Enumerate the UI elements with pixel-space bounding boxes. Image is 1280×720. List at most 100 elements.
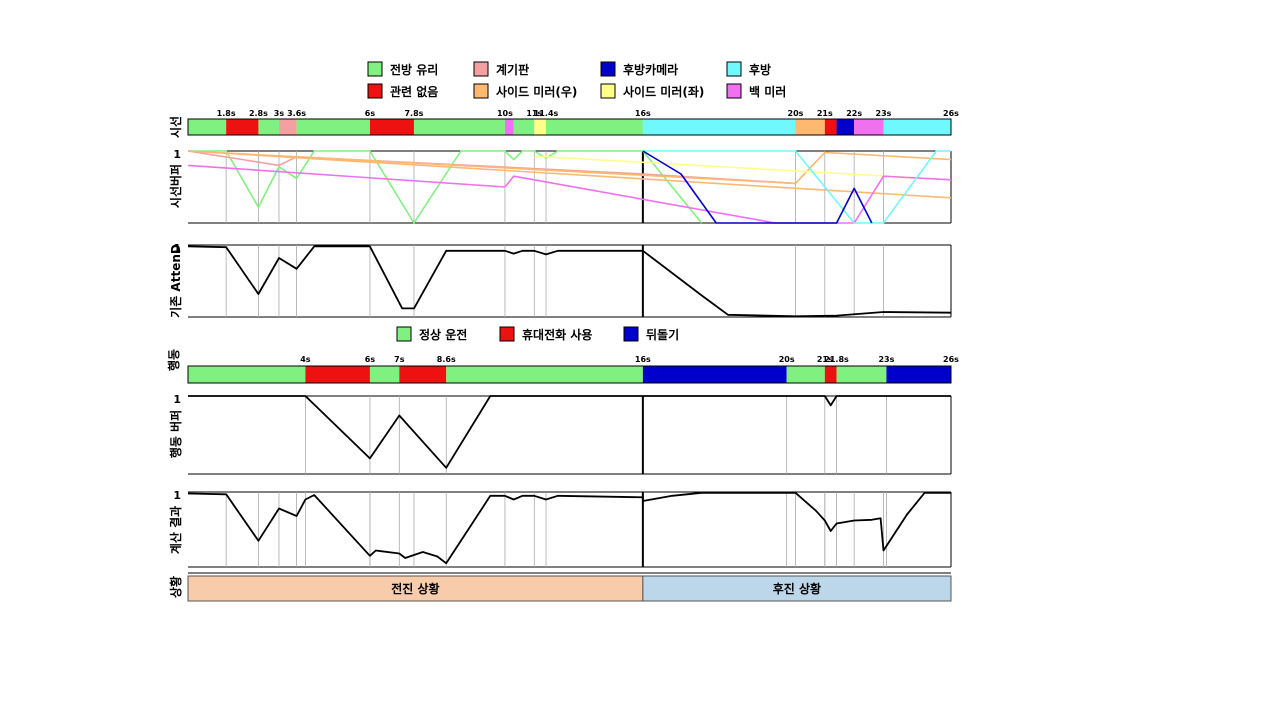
time-tick-label: 7.8s — [404, 109, 423, 118]
gaze-legend-label: 사이드 미러(좌) — [623, 84, 704, 99]
time-tick-label: 26s — [943, 355, 959, 364]
time-tick-label: 20s — [788, 109, 804, 118]
gaze-buffer-line — [187, 150, 952, 185]
segment — [296, 119, 370, 135]
segment — [836, 366, 887, 383]
segment — [278, 119, 297, 135]
situation-label: 전진 상황 — [391, 581, 439, 596]
time-tick-label: 22s — [846, 109, 862, 118]
time-tick-label: 23s — [878, 355, 894, 364]
segment — [513, 119, 535, 135]
situation-label: 후진 상황 — [773, 581, 821, 596]
gaze-buffer-line — [187, 150, 952, 199]
value-one-label: 1 — [173, 489, 181, 502]
behavior-legend-swatch — [623, 326, 639, 342]
value-one-label: 1 — [173, 242, 181, 255]
row-frame — [187, 118, 952, 136]
gaze-buffer-line — [188, 150, 703, 224]
segment — [369, 366, 400, 383]
segment — [546, 119, 643, 135]
segment — [824, 366, 837, 383]
segment — [786, 366, 825, 383]
behavior-legend-label: 정상 운전 — [419, 327, 467, 342]
result-panel: 1 — [173, 489, 952, 568]
segment — [413, 119, 505, 135]
time-tick-label: 7s — [394, 355, 405, 364]
segment — [883, 119, 951, 135]
time-tick-label: 4s — [300, 355, 311, 364]
gaze-legend-swatch — [367, 61, 383, 77]
gaze-legend-label: 후방카메라 — [623, 62, 678, 77]
gaze-legend-label: 전방 유리 — [390, 62, 438, 77]
time-tick-label: 6s — [365, 109, 376, 118]
time-tick-label: 21.8s — [824, 355, 849, 364]
time-tick-label: 20s — [779, 355, 795, 364]
time-tick-label: 21s — [817, 109, 833, 118]
segment — [226, 119, 259, 135]
segment — [188, 119, 227, 135]
time-tick-label: 11.4s — [534, 109, 559, 118]
behavior-legend: 정상 운전 휴대전화 사용 뒤돌기 — [396, 326, 679, 342]
segment — [305, 366, 370, 383]
segment — [642, 119, 796, 135]
behavior-legend-swatch — [396, 326, 412, 342]
time-tick-label: 8.6s — [437, 355, 456, 364]
gaze-legend-swatch — [600, 83, 616, 99]
situation-block — [642, 575, 952, 602]
time-tick-label: 3s — [274, 109, 285, 118]
value-one-label: 1 — [173, 148, 181, 161]
gaze-legend-swatch — [367, 83, 383, 99]
segment — [399, 366, 447, 383]
behavior-buffer-row-label: 행동 버퍼 — [168, 410, 183, 458]
result-line — [187, 491, 951, 565]
attend-line — [187, 245, 952, 318]
gaze-legend-swatch — [473, 61, 489, 77]
gaze-legend-label: 관련 없음 — [390, 84, 438, 99]
gaze-legend-swatch — [473, 83, 489, 99]
gaze-legend-label: 후방 — [749, 62, 771, 77]
gaze-legend-swatch — [600, 61, 616, 77]
time-tick-label: 21s — [817, 355, 833, 364]
gaze-buffer-line — [534, 156, 952, 181]
gaze-buffer-line — [642, 150, 873, 224]
behavior-legend-label: 뒤돌기 — [646, 327, 679, 342]
time-tick-label: 2.8s — [249, 109, 268, 118]
segment — [534, 119, 547, 135]
time-tick-label: 26s — [943, 109, 959, 118]
behavior-legend-label: 휴대전화 사용 — [522, 327, 592, 342]
behavior-buffer-line — [188, 395, 951, 469]
time-tick-label: 11s — [526, 109, 542, 118]
attend-row-label: 기존 AttenD — [168, 244, 183, 318]
time-tick-label: 16s — [635, 355, 651, 364]
time-tick-label: 10s — [497, 109, 513, 118]
gaze-legend-label: 사이드 미러(우) — [496, 84, 577, 99]
row-frame — [187, 365, 952, 384]
segment — [886, 366, 951, 383]
behavior-legend-swatch — [499, 326, 515, 342]
segment — [824, 119, 837, 135]
segment — [795, 119, 825, 135]
gaze-buffer-line — [642, 150, 951, 224]
gaze-buffer-panel: 1 — [173, 148, 952, 224]
value-one-label: 1 — [173, 393, 181, 406]
gaze-legend-label: 계기판 — [496, 62, 529, 77]
time-tick-label: 6s — [365, 355, 376, 364]
segment — [504, 119, 514, 135]
segment — [642, 366, 787, 383]
gaze-row-label: 시선 — [168, 116, 183, 138]
situation-block — [187, 575, 644, 602]
segment — [854, 119, 884, 135]
behavior-row-label: 행동 — [166, 349, 181, 371]
attend-panel: 1 — [173, 242, 952, 318]
situation-row: 전진 상황 후진 상황 — [187, 572, 952, 602]
result-row-label: 계산 결과 — [168, 506, 183, 554]
gaze-legend-swatch — [726, 61, 742, 77]
time-tick-label: 1.8s — [217, 109, 236, 118]
situation-row-label: 상황 — [168, 576, 183, 598]
gaze-buffer-row-label: 시선버퍼 — [168, 164, 183, 208]
gaze-legend-label: 백 미러 — [749, 84, 786, 99]
